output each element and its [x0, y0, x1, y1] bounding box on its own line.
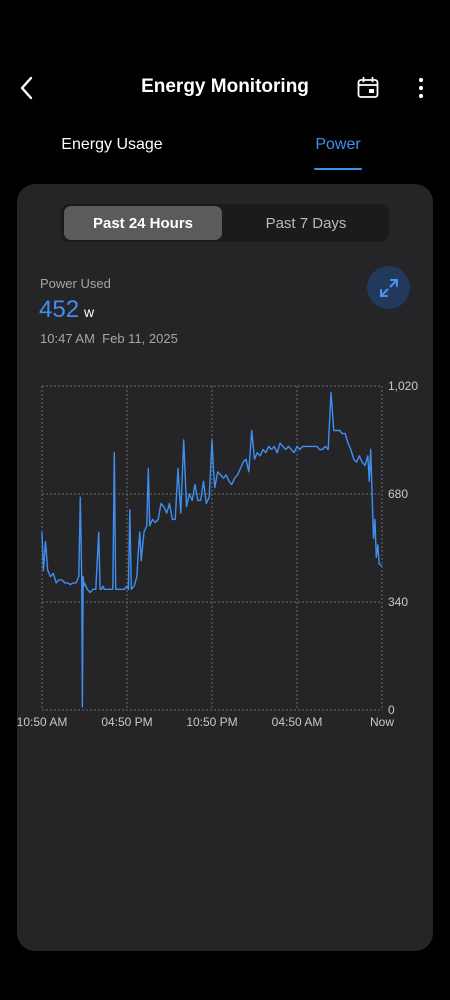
expand-chart-button[interactable]	[367, 266, 410, 309]
x-tick-label: 04:50 PM	[101, 715, 152, 729]
range-past-24-hours-button[interactable]: Past 24 Hours	[64, 206, 222, 240]
x-tick-label: Now	[370, 715, 394, 729]
power-unit: w	[84, 304, 95, 320]
tab-energy-usage-label: Energy Usage	[61, 136, 163, 153]
power-card: Past 24 Hours Past 7 Days Power Used 452…	[17, 184, 433, 951]
y-tick-label: 680	[388, 487, 408, 501]
back-button[interactable]	[12, 72, 44, 104]
x-tick-label: 10:50 AM	[17, 715, 68, 729]
y-tick-label: 340	[388, 595, 408, 609]
tab-bar: Energy Usage Power	[0, 128, 450, 172]
power-chart: 0 340 680 1,020 10:50 AM 04:50 PM 10:50 PM 04:5…	[0, 370, 450, 740]
tab-power-label: Power	[315, 136, 361, 153]
metric-value: 452 w	[39, 296, 94, 324]
expand-icon	[379, 278, 398, 297]
metric-timestamp: 10:47 AM Feb 11, 2025	[40, 331, 178, 346]
range-past-7-days-button[interactable]: Past 7 Days	[265, 214, 347, 232]
tab-energy-usage[interactable]: Energy Usage	[36, 128, 188, 172]
power-value: 452	[39, 296, 80, 323]
metric-label: Power Used	[40, 276, 111, 291]
y-tick-label: 0	[388, 703, 395, 717]
metric-date: Feb 11, 2025	[102, 331, 178, 346]
tab-power[interactable]: Power	[300, 128, 376, 172]
more-options-button[interactable]	[405, 72, 437, 104]
x-tick-label: 10:50 PM	[186, 715, 237, 729]
back-arrow-icon	[20, 76, 33, 100]
y-tick-label: 1,020	[388, 379, 418, 393]
power-line-chart: 0 340 680 1,020 10:50 AM 04:50 PM 10:50 PM 04:5…	[17, 379, 419, 729]
top-app-bar: Energy Monitoring	[0, 60, 450, 116]
calendar-button[interactable]	[352, 72, 384, 104]
more-vert-icon	[418, 77, 424, 99]
power-series-line	[41, 391, 383, 708]
page-title: Energy Monitoring	[141, 76, 309, 97]
time-range-toggle: Past 24 Hours Past 7 Days	[61, 204, 389, 242]
calendar-icon	[357, 76, 379, 98]
metric-time: 10:47 AM	[40, 331, 95, 346]
x-tick-label: 04:50 AM	[272, 715, 323, 729]
tab-selected-indicator	[314, 168, 362, 170]
